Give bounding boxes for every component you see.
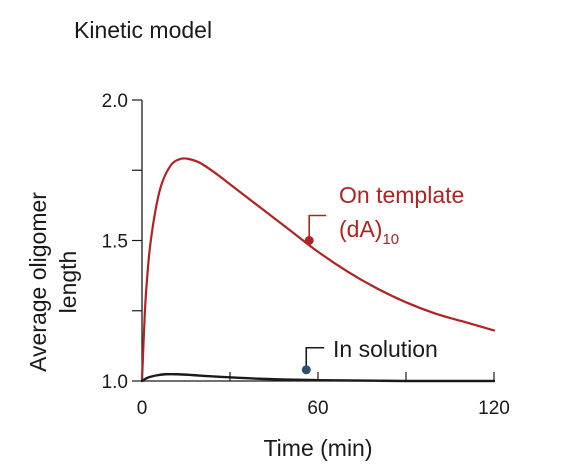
y-axis-label-line-2: length xyxy=(55,251,81,314)
y-ticks: 1.0 1.5 2.0 xyxy=(102,91,142,393)
annotation-in-solution: In solution xyxy=(333,336,438,362)
on-template-marker xyxy=(304,236,314,245)
x-tick-label: 60 xyxy=(307,398,328,419)
on-template-leader xyxy=(308,214,327,241)
in-solution-marker xyxy=(301,365,311,375)
y-tick-label: 2.0 xyxy=(102,91,128,112)
y-axis-label-line-1: Average oligomer xyxy=(25,192,51,372)
series-line-on-template xyxy=(140,157,496,383)
x-tick-label: 0 xyxy=(137,398,148,419)
on-template-label: On template xyxy=(339,182,464,208)
x-ticks: 0 60 120 xyxy=(137,372,510,419)
on-template-subscript: 10 xyxy=(382,231,399,248)
x-tick-label: 120 xyxy=(478,398,510,419)
on-template-dA: (dA) xyxy=(339,216,382,242)
markers xyxy=(301,214,327,375)
on-template-label-2: (dA)10 xyxy=(339,216,399,248)
series-line-in-solution xyxy=(140,372,496,383)
annotation-on-template: On template (dA)10 xyxy=(339,182,464,248)
y-tick-label: 1.0 xyxy=(102,372,128,393)
x-axis-label: Time (min) xyxy=(263,435,372,461)
y-tick-label: 1.5 xyxy=(102,232,128,253)
series-group xyxy=(140,157,496,383)
in-solution-label: In solution xyxy=(333,336,438,362)
in-solution-leader xyxy=(305,346,325,370)
chart-title: Kinetic model xyxy=(74,17,212,43)
